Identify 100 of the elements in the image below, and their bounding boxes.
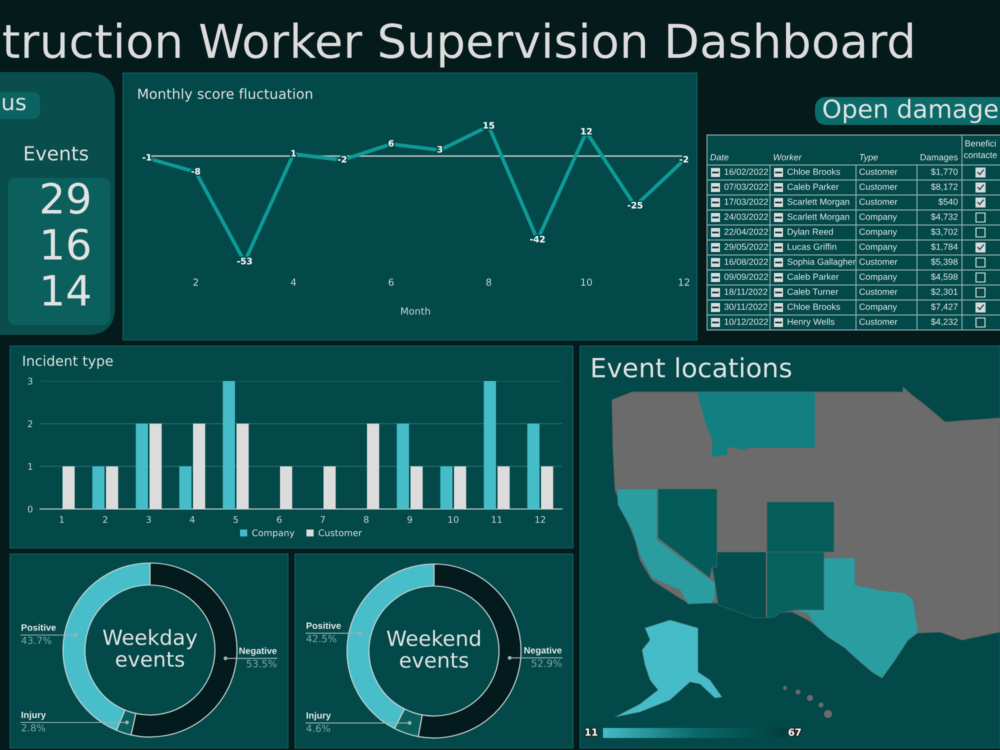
- x-tick-label: 12: [678, 278, 690, 286]
- text: Caleb Turner: [787, 288, 838, 295]
- text: 16: [44, 228, 90, 260]
- data-label: -2: [680, 156, 688, 162]
- x-tick-label: 2: [193, 278, 198, 286]
- x-tick-label: 11: [492, 516, 502, 523]
- x-tick-label: 4: [290, 278, 296, 286]
- text: Company: [859, 214, 898, 222]
- x-tick-label: 8: [364, 516, 369, 523]
- text: Customer: [859, 198, 898, 205]
- text: $4,732: [930, 213, 958, 221]
- data-label: -42: [530, 236, 545, 242]
- text: truction Worker Supervision Dashboard: [3, 22, 912, 68]
- x-tick-label: 2: [103, 516, 108, 523]
- text: $3,702: [930, 228, 958, 236]
- text: $2,301: [930, 288, 958, 296]
- data-label: 6: [388, 140, 394, 147]
- slice-label: Negative: [239, 647, 277, 656]
- data-label: 15: [484, 122, 494, 129]
- text: 18/11/2022: [724, 288, 768, 295]
- x-tick-label: 6: [277, 516, 282, 523]
- bar: [92, 466, 104, 509]
- text: Company: [859, 274, 898, 282]
- text: 29: [42, 182, 90, 214]
- bar: [440, 466, 452, 509]
- category-label: Benefici contacte: [964, 140, 997, 158]
- category-label: Damages: [920, 154, 958, 162]
- text: $540: [938, 198, 958, 206]
- y-tick-label: 0: [28, 506, 32, 513]
- x-tick-label: 7: [320, 516, 325, 523]
- legend-label: Customer: [318, 529, 362, 536]
- text: 30/11/2022: [724, 303, 768, 310]
- text: Company: [859, 228, 898, 237]
- text: Scarlett Morgan: [787, 198, 850, 207]
- y-tick-label: 1: [28, 463, 32, 470]
- text: us: [2, 98, 26, 110]
- text: 09/09/2022: [724, 273, 768, 280]
- bar: [527, 424, 540, 509]
- text: Events: [24, 146, 88, 161]
- slice-label: Injury: [22, 711, 46, 720]
- text: Company: [859, 244, 898, 252]
- bar: [484, 381, 496, 509]
- chart-title: Monthly score fluctuation: [138, 88, 312, 102]
- bar: [396, 424, 409, 509]
- text: 07/03/2022: [724, 183, 768, 190]
- text: Henry Wells: [788, 318, 834, 327]
- x-tick-label: 10: [448, 516, 458, 523]
- text: 16/08/2022: [724, 258, 768, 265]
- data-label: -1: [142, 154, 152, 160]
- data-label: 12: [581, 128, 592, 135]
- x-tick-label: 4: [190, 516, 195, 523]
- text: Event locations: [592, 357, 792, 378]
- text: 11: [586, 728, 598, 736]
- data-label: 2.8%: [22, 724, 46, 732]
- data-label: 4.6%: [306, 724, 330, 732]
- text: 10/12/2022: [724, 318, 768, 325]
- category-label: Worker: [774, 154, 802, 160]
- text: Customer: [859, 184, 898, 190]
- text: 29/05/2022: [724, 243, 768, 250]
- text: Company: [859, 304, 898, 312]
- text: Weekday events: [102, 629, 198, 667]
- data-label: -2: [338, 156, 346, 162]
- text: $4,598: [930, 273, 958, 281]
- data-label: -25: [628, 202, 642, 209]
- text: $4,232: [930, 318, 958, 326]
- x-tick-label: 5: [234, 516, 238, 523]
- text: 16/02/2022: [724, 168, 768, 175]
- slice-label: Positive: [22, 624, 56, 631]
- text: Scarlett Morgan: [787, 213, 850, 222]
- text: Open damage: [823, 98, 998, 124]
- x-tick-label: 6: [388, 278, 394, 286]
- text: Customer: [859, 318, 898, 325]
- data-label: -8: [191, 168, 200, 175]
- x-tick-label: 10: [581, 278, 592, 286]
- data-label: 3: [437, 146, 442, 153]
- slice-label: Injury: [306, 712, 331, 720]
- text: Chloe Brooks: [787, 303, 840, 310]
- bar: [179, 466, 192, 509]
- x-tick-label: 3: [146, 516, 151, 523]
- x-tick-label: 8: [486, 278, 492, 286]
- y-tick-label: 3: [28, 378, 32, 385]
- text: Customer: [859, 288, 898, 295]
- text: 67: [788, 728, 801, 736]
- text: $1,784: [930, 243, 958, 251]
- text: Caleb Parker: [787, 273, 839, 280]
- text: 14: [44, 275, 90, 306]
- category-label: Type: [860, 154, 878, 162]
- category-label: Date: [710, 154, 728, 160]
- bar: [222, 381, 235, 509]
- text: $7,427: [930, 303, 958, 311]
- text: 24/03/2022: [724, 213, 768, 220]
- text: $1,770: [930, 168, 958, 176]
- data-label: 42.5%: [306, 634, 336, 642]
- text: Chloe Brooks: [787, 168, 840, 175]
- slice-label: Positive: [306, 622, 341, 629]
- bar: [136, 424, 148, 509]
- data-label: -53: [237, 258, 252, 264]
- text: Lucas Griffin: [788, 243, 836, 250]
- data-label: 52.9%: [532, 660, 562, 667]
- x-tick-label: 9: [407, 516, 412, 523]
